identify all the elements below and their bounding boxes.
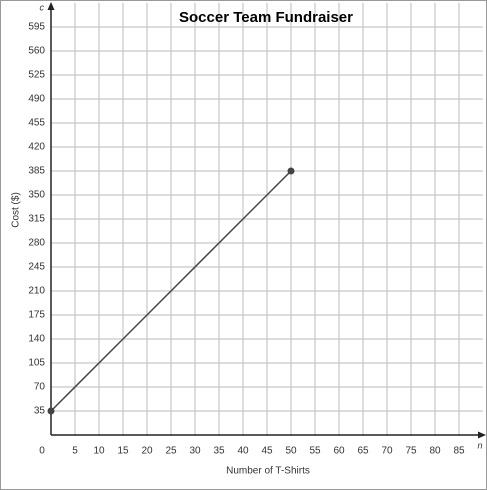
y-tick-label: 210 [28,286,45,297]
x-axis-label: Number of T-Shirts [226,466,310,477]
x-axis-arrow [478,431,486,439]
y-tick-label: 350 [28,190,45,201]
x-tick-label: 30 [189,446,201,457]
y-tick-label: 595 [28,22,45,33]
y-tick-label: 140 [28,334,45,345]
x-tick-label: 65 [357,446,369,457]
x-tick-label: 0 [39,446,45,457]
y-tick-label: 560 [28,46,45,57]
x-tick-label: 10 [93,446,105,457]
y-tick-label: 175 [28,310,45,321]
y-tick-label: 245 [28,262,45,273]
x-axis-variable: n [477,440,482,450]
y-axis-variable: c [40,2,45,12]
x-tick-label: 25 [165,446,177,457]
y-axis-label: Cost ($) [11,192,22,228]
y-tick-label: 70 [34,382,46,393]
x-tick-label: 5 [72,446,78,457]
endpoint [287,167,295,175]
x-tick-label: 80 [429,446,441,457]
y-tick-label: 385 [28,166,45,177]
x-tick-label: 70 [381,446,393,457]
x-tick-label: 60 [333,446,345,457]
endpoint [47,407,55,415]
x-tick-label: 75 [405,446,417,457]
x-tick-label: 55 [309,446,321,457]
data-line [50,170,292,412]
y-tick-label: 525 [28,70,45,81]
y-tick-label: 35 [34,406,46,417]
y-tick-label: 420 [28,142,45,153]
chart-title: Soccer Team Fundraiser [179,9,353,26]
x-tick-label: 35 [213,446,225,457]
y-tick-label: 315 [28,214,45,225]
x-tick-label: 15 [117,446,129,457]
x-tick-label: 40 [237,446,249,457]
y-tick-label: 455 [28,118,45,129]
x-tick-label: 50 [285,446,297,457]
x-tick-label: 85 [453,446,465,457]
y-tick-label: 280 [28,238,45,249]
y-tick-label: 105 [28,358,45,369]
x-tick-label: 20 [141,446,153,457]
y-tick-label: 490 [28,94,45,105]
y-axis-arrow [47,2,55,10]
x-tick-label: 45 [261,446,273,457]
